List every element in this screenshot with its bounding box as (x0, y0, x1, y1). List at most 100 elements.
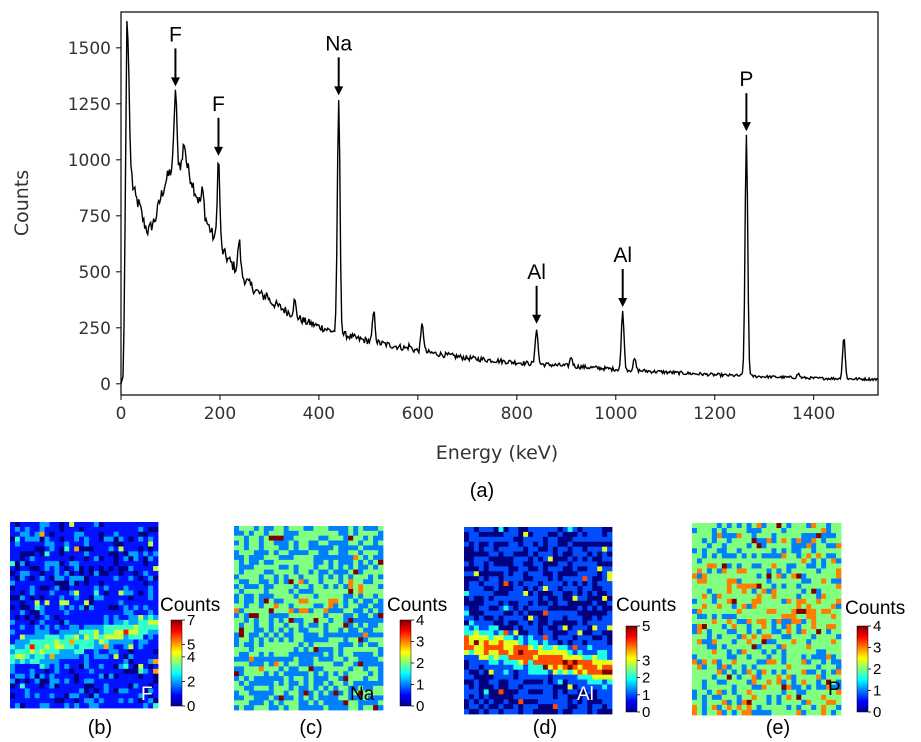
heatmap-cell (518, 551, 524, 557)
heatmap-cell (358, 700, 364, 706)
heatmap-cell (771, 664, 777, 670)
heatmap-cell (736, 598, 743, 605)
heatmap-cell (238, 627, 245, 633)
heatmap-cell (464, 600, 470, 607)
heatmap-cell (148, 605, 154, 611)
heatmap-cell (29, 566, 36, 572)
heatmap-cell (113, 595, 119, 601)
heatmap-cell (243, 559, 250, 566)
heatmap-cell (716, 558, 723, 564)
heatmap-cell (353, 535, 359, 541)
heatmap-cell (318, 613, 324, 619)
heatmap-cell (771, 699, 777, 706)
heatmap-cell (811, 578, 817, 585)
heatmap-cell (508, 694, 514, 700)
heatmap-cell (538, 590, 544, 597)
heatmap-cell (464, 576, 470, 582)
heatmap-cell (587, 531, 593, 538)
heatmap-cell (378, 540, 384, 546)
heatmap-cell (483, 669, 490, 676)
heatmap-cell (547, 531, 554, 538)
heatmap-cell (358, 705, 364, 711)
heatmap-cell (293, 680, 299, 687)
heatmap-cell (831, 533, 837, 539)
heatmap-cell (298, 584, 304, 590)
heatmap-cell (74, 570, 80, 577)
heatmap-cell (692, 593, 698, 600)
heatmap-cell (368, 584, 374, 590)
heatmap-cell (731, 619, 738, 625)
heatmap-cell (528, 640, 534, 646)
heatmap-cell (756, 694, 762, 701)
heatmap-cell (318, 550, 324, 556)
heatmap-cell (29, 659, 36, 665)
heatmap-cell (293, 613, 299, 619)
heatmap-cell (108, 551, 114, 557)
heatmap-cell (826, 548, 832, 554)
heatmap-cell (143, 698, 149, 704)
heatmap-cell (726, 583, 733, 590)
heatmap-cell (74, 551, 80, 557)
heatmap-cell (607, 650, 613, 656)
heatmap-cell (98, 624, 105, 631)
heatmap-cell (54, 673, 60, 680)
heatmap-cell (508, 620, 514, 626)
heatmap-cell (716, 629, 723, 635)
heatmap-cell (88, 663, 95, 670)
heatmap-cell (34, 624, 40, 631)
heatmap-cell (518, 659, 524, 666)
heatmap-cell (721, 704, 728, 711)
heatmap-cell (303, 651, 309, 658)
heatmap-cell (761, 608, 767, 615)
heatmap-cell (273, 637, 280, 643)
heatmap-cell (761, 654, 767, 660)
heatmap-cell (268, 642, 275, 648)
heatmap-cell (14, 526, 21, 533)
heatmap-cell (273, 666, 280, 672)
heatmap-cell (373, 608, 379, 614)
heatmap-cell (153, 654, 159, 660)
heatmap-cell (69, 541, 75, 547)
heatmap-cell (14, 566, 21, 572)
heatmap-cell (483, 586, 490, 592)
heatmap-cell (268, 598, 275, 604)
heatmap-cell (243, 540, 250, 546)
heatmap-cell (293, 579, 299, 585)
heatmap-cell (741, 593, 748, 600)
heatmap-cell (756, 629, 762, 635)
heatmap-cell (153, 698, 159, 704)
heatmap-cell (283, 555, 290, 561)
heatmap-cell (533, 561, 539, 567)
heatmap-cell (234, 690, 240, 696)
heatmap-cell (498, 689, 504, 695)
heatmap-cell (592, 586, 598, 592)
heatmap-cell (806, 639, 812, 645)
heatmap-cell (538, 679, 544, 685)
heatmap-cell (513, 625, 519, 631)
heatmap-cell (483, 610, 490, 616)
heatmap-cell (84, 615, 90, 621)
heatmap-cell (811, 543, 817, 549)
heatmap-cell (29, 703, 36, 709)
heatmap-cell (74, 585, 80, 591)
heatmap-cell (93, 600, 100, 606)
heatmap-cell (143, 649, 149, 655)
heatmap-cell (498, 566, 504, 572)
heatmap-cell (478, 576, 485, 582)
heatmap-cell (751, 533, 757, 539)
heatmap-cell (741, 654, 748, 660)
heatmap-cell (781, 533, 787, 539)
heatmap-cell (378, 680, 384, 687)
heatmap-cell (716, 588, 723, 595)
heatmap-cell (378, 593, 384, 600)
heatmap-cell (19, 610, 26, 616)
heatmap-cell (503, 699, 509, 705)
heatmap-cell (483, 654, 490, 661)
heatmap-cell (716, 568, 723, 574)
heatmap-cell (333, 559, 339, 566)
y-tick-label: 1500 (68, 39, 111, 59)
heatmap-cell (567, 709, 573, 715)
heatmap-cell (138, 639, 144, 645)
heatmap-cell (323, 671, 329, 677)
heatmap-cell (318, 584, 324, 590)
